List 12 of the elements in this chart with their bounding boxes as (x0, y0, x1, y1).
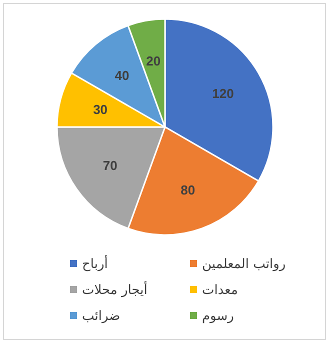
data-label: 80 (180, 182, 196, 198)
data-label: 20 (146, 54, 161, 69)
legend-label: ضرائب (82, 309, 120, 324)
legend-label: رسوم (202, 309, 234, 324)
data-label: 40 (114, 68, 130, 84)
data-label: 120 (212, 86, 234, 102)
data-label: 70 (102, 158, 118, 173)
legend-label: أيجار محلات (82, 281, 148, 298)
data-label: 30 (93, 102, 108, 118)
legend-label: أرباح (82, 255, 108, 272)
legend-label: معدات (202, 283, 238, 298)
legend-label: رواتب المعلمين (202, 257, 286, 272)
